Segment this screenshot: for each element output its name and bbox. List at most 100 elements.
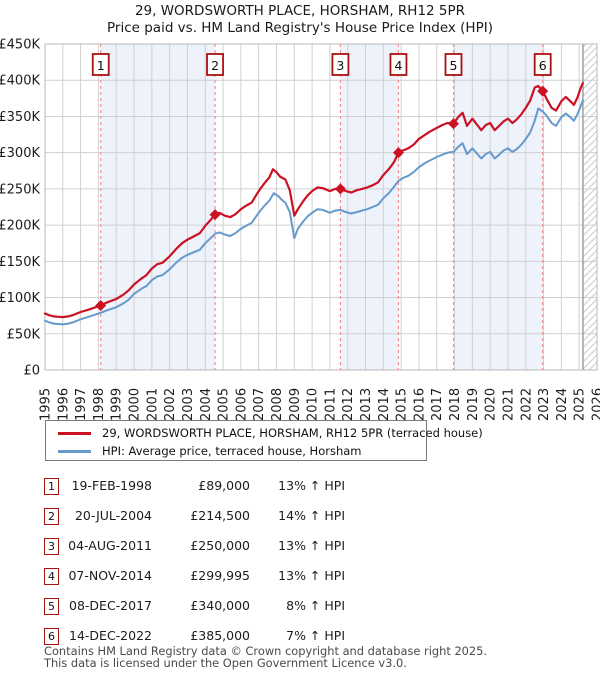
x-axis-year-label: 2018	[448, 388, 463, 421]
x-axis-year-label: 2013	[359, 388, 374, 421]
sale-row-price: £299,995	[190, 568, 250, 583]
sale-point-marker	[392, 147, 404, 159]
hpi-line-swatch	[58, 449, 91, 453]
sale-number-box	[533, 53, 552, 76]
sale-row-date: 14-DEC-2022	[69, 628, 152, 643]
y-axis-label: £0	[23, 364, 40, 379]
x-axis-year-label: 2026	[591, 388, 600, 421]
footer-line-1: Contains HM Land Registry data © Crown c…	[44, 644, 488, 658]
page-subtitle: Price paid vs. HM Land Registry's House …	[107, 20, 493, 36]
legend-row-property: 29, WORDSWORTH PLACE, HORSHAM, RH12 5PR …	[46, 424, 483, 442]
sale-table-row: 6 14-DEC-2022 £385,000 7% ↑ HPI	[0, 627, 600, 657]
sale-row-hpi-change: 14% ↑ HPI	[278, 508, 345, 523]
sale-row-number: 2	[44, 508, 59, 525]
x-axis-year-label: 2004	[199, 388, 214, 421]
x-axis-year-label: 2000	[128, 388, 143, 421]
y-axis-label: £150K	[0, 255, 40, 270]
x-axis-year-label: 2011	[323, 388, 338, 421]
sale-point-marker	[95, 300, 107, 312]
sale-table-row: 4 07-NOV-2014 £299,995 13% ↑ HPI	[0, 567, 600, 597]
x-axis-year-label: 2020	[484, 388, 499, 421]
x-axis-year-label: 2014	[377, 388, 392, 421]
chart-legend: 29, WORDSWORTH PLACE, HORSHAM, RH12 5PR …	[45, 420, 483, 461]
sale-row-number: 4	[44, 568, 59, 585]
legend-label-hpi: HPI: Average price, terraced house, Hors…	[102, 444, 362, 458]
x-axis-year-label: 2008	[270, 388, 285, 421]
sale-row-hpi-change: 13% ↑ HPI	[278, 568, 345, 583]
x-axis-year-label: 2023	[537, 388, 552, 421]
y-axis-label: £50K	[7, 327, 41, 342]
sale-row-date: 04-AUG-2011	[68, 538, 152, 553]
sale-point-marker	[447, 118, 459, 130]
sale-number-label: 4	[394, 58, 402, 73]
x-axis-year-label: 2001	[145, 388, 160, 421]
hpi-line	[44, 99, 584, 326]
x-axis-year-label: 2017	[430, 388, 445, 421]
x-axis-year-label: 2022	[519, 388, 534, 421]
sale-row-price: £340,000	[190, 598, 250, 613]
sale-table-row: 1 19-FEB-1998 £89,000 13% ↑ HPI	[0, 477, 600, 507]
sale-row-price: £385,000	[190, 628, 250, 643]
y-axis-label: £100K	[0, 291, 40, 306]
property-line-swatch	[58, 431, 91, 435]
x-axis-year-label: 2016	[412, 388, 427, 421]
ownership-band	[100, 44, 216, 370]
page-title: 29, WORDSWORTH PLACE, HORSHAM, RH12 5PR	[134, 3, 466, 19]
sale-row-hpi-change: 7% ↑ HPI	[286, 628, 345, 643]
x-axis-year-label: 2024	[555, 388, 570, 421]
x-axis-year-label: 2009	[288, 388, 303, 421]
x-axis-year-label: 2003	[181, 388, 196, 421]
sale-row-number: 1	[44, 478, 59, 495]
sale-row-number: 5	[44, 598, 59, 615]
ownership-band	[340, 44, 399, 370]
sale-number-box	[389, 53, 408, 76]
x-axis-year-label: 1995	[39, 388, 54, 421]
sale-row-hpi-change: 13% ↑ HPI	[278, 538, 345, 553]
ownership-band	[453, 44, 543, 370]
sale-row-date: 20-JUL-2004	[74, 508, 152, 523]
sale-row-number: 3	[44, 538, 59, 555]
sale-row-hpi-change: 8% ↑ HPI	[286, 598, 345, 613]
sale-point-marker	[209, 209, 221, 221]
plot-border	[44, 43, 598, 371]
x-axis-year-label: 2019	[466, 388, 481, 421]
sale-row-price: £89,000	[198, 478, 250, 493]
sale-row-price: £214,500	[190, 508, 250, 523]
x-axis-year-label: 2007	[252, 388, 267, 421]
y-axis-label: £200K	[0, 219, 40, 234]
future-hatch-region	[582, 44, 597, 370]
sale-table-row: 3 04-AUG-2011 £250,000 13% ↑ HPI	[0, 537, 600, 567]
y-axis-label: £350K	[0, 110, 40, 125]
sale-number-label: 6	[539, 58, 547, 73]
license-footer: Contains HM Land Registry data © Crown c…	[44, 644, 488, 670]
sale-number-label: 1	[97, 58, 105, 73]
y-axis-label: £250K	[0, 182, 40, 197]
x-axis-year-label: 2010	[306, 388, 321, 421]
x-axis-year-label: 2005	[217, 388, 232, 421]
y-axis-label: £300K	[0, 146, 40, 161]
x-axis-year-label: 2015	[395, 388, 410, 421]
sale-number-box	[331, 53, 350, 76]
sale-number-box	[206, 53, 224, 76]
sale-number-box	[91, 53, 110, 76]
sale-number-box	[444, 53, 463, 76]
x-axis-year-label: 1998	[92, 388, 107, 421]
sale-row-date: 08-DEC-2017	[69, 598, 152, 613]
legend-label-property: 29, WORDSWORTH PLACE, HORSHAM, RH12 5PR …	[102, 426, 483, 440]
x-axis-year-label: 2002	[163, 388, 178, 421]
sale-table-row: 2 20-JUL-2004 £214,500 14% ↑ HPI	[0, 507, 600, 537]
x-axis-year-label: 1996	[56, 388, 71, 421]
property-price-line	[43, 81, 585, 319]
sale-row-number: 6	[44, 628, 59, 645]
legend-row-hpi: HPI: Average price, terraced house, Hors…	[46, 442, 426, 460]
x-axis-year-label: 1999	[110, 388, 125, 421]
footer-line-2: This data is licensed under the Open Gov…	[44, 655, 407, 670]
sales-table: 1 19-FEB-1998 £89,000 13% ↑ HPI 2 20-JUL-2004…	[0, 477, 600, 657]
x-axis-year-label: 2021	[501, 388, 516, 421]
sale-number-label: 3	[336, 58, 344, 73]
sale-number-label: 2	[211, 58, 219, 73]
x-axis-year-label: 1997	[74, 388, 89, 421]
sale-point-marker	[334, 183, 346, 195]
sale-row-price: £250,000	[190, 538, 250, 553]
